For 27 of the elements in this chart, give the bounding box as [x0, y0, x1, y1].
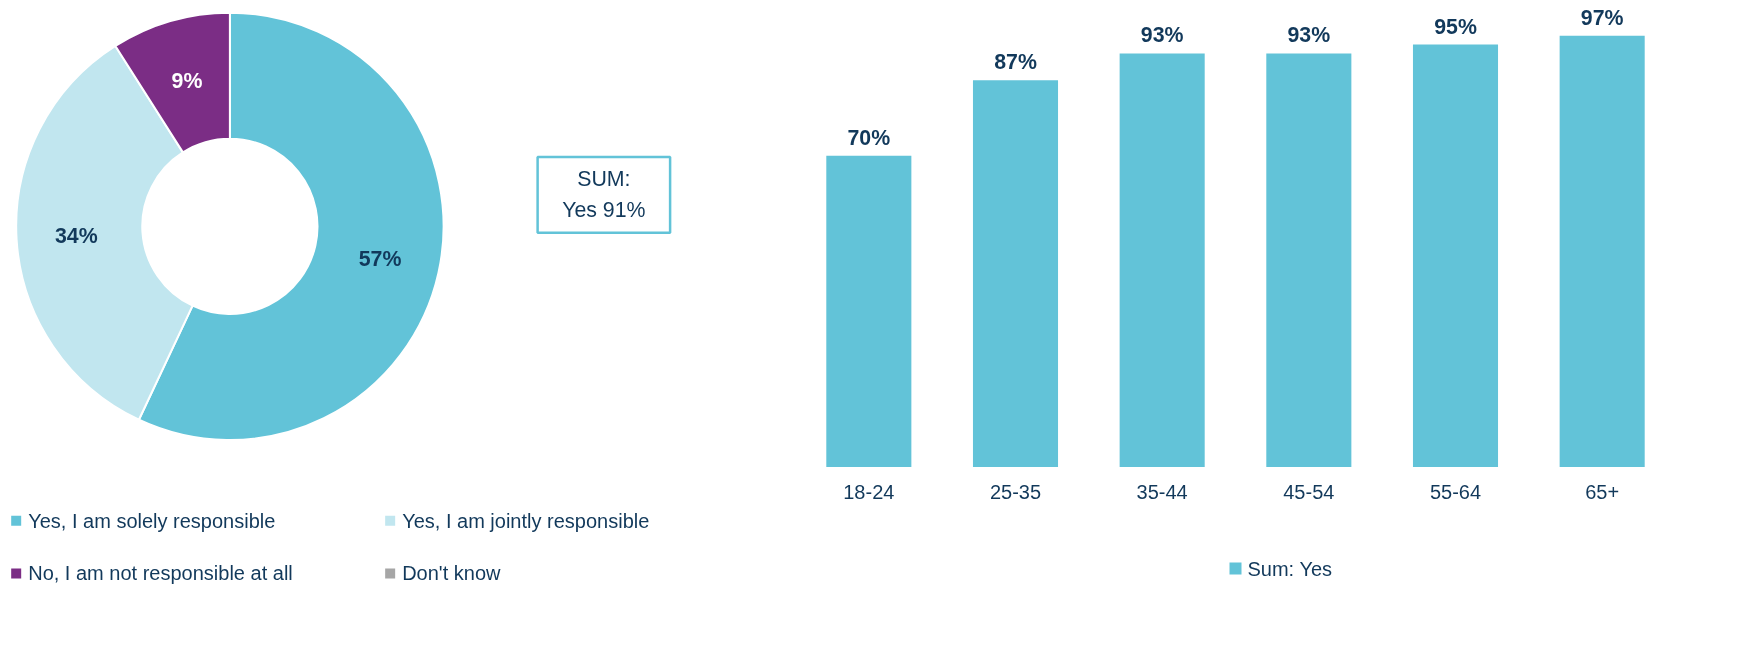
x-tick-label: 65+	[1585, 481, 1620, 504]
legend-label: Yes, I am jointly responsible	[402, 509, 650, 532]
bar	[1559, 35, 1645, 468]
legend-label: Sum: Yes	[1247, 557, 1333, 580]
data-label: 97%	[1580, 5, 1624, 30]
data-label: 93%	[1287, 23, 1331, 48]
data-label: 95%	[1434, 14, 1477, 39]
x-tick-label: 55-64	[1429, 481, 1482, 504]
data-label: 9%	[171, 68, 203, 93]
bar	[972, 80, 1059, 468]
text: SUM: Yes 91%	[562, 167, 646, 223]
x-tick-label: 18-24	[843, 481, 895, 504]
bar	[1266, 53, 1352, 468]
bar	[1412, 44, 1499, 468]
legend-label: Don't know	[402, 562, 502, 585]
data-label: 57%	[358, 247, 402, 272]
legend-label: Yes, I am solely responsible	[28, 509, 276, 532]
bar	[1119, 53, 1205, 468]
x-tick-label: 25-35	[989, 481, 1042, 504]
x-tick-label: 45-54	[1283, 481, 1335, 504]
data-label: 93%	[1140, 23, 1184, 48]
data-label: 87%	[994, 50, 1037, 75]
data-label: 70%	[847, 125, 891, 150]
legend-label: No, I am not responsible at all	[28, 562, 293, 585]
x-tick-label: 35-44	[1136, 481, 1188, 504]
data-label: 34%	[54, 223, 98, 248]
bar	[826, 155, 912, 468]
